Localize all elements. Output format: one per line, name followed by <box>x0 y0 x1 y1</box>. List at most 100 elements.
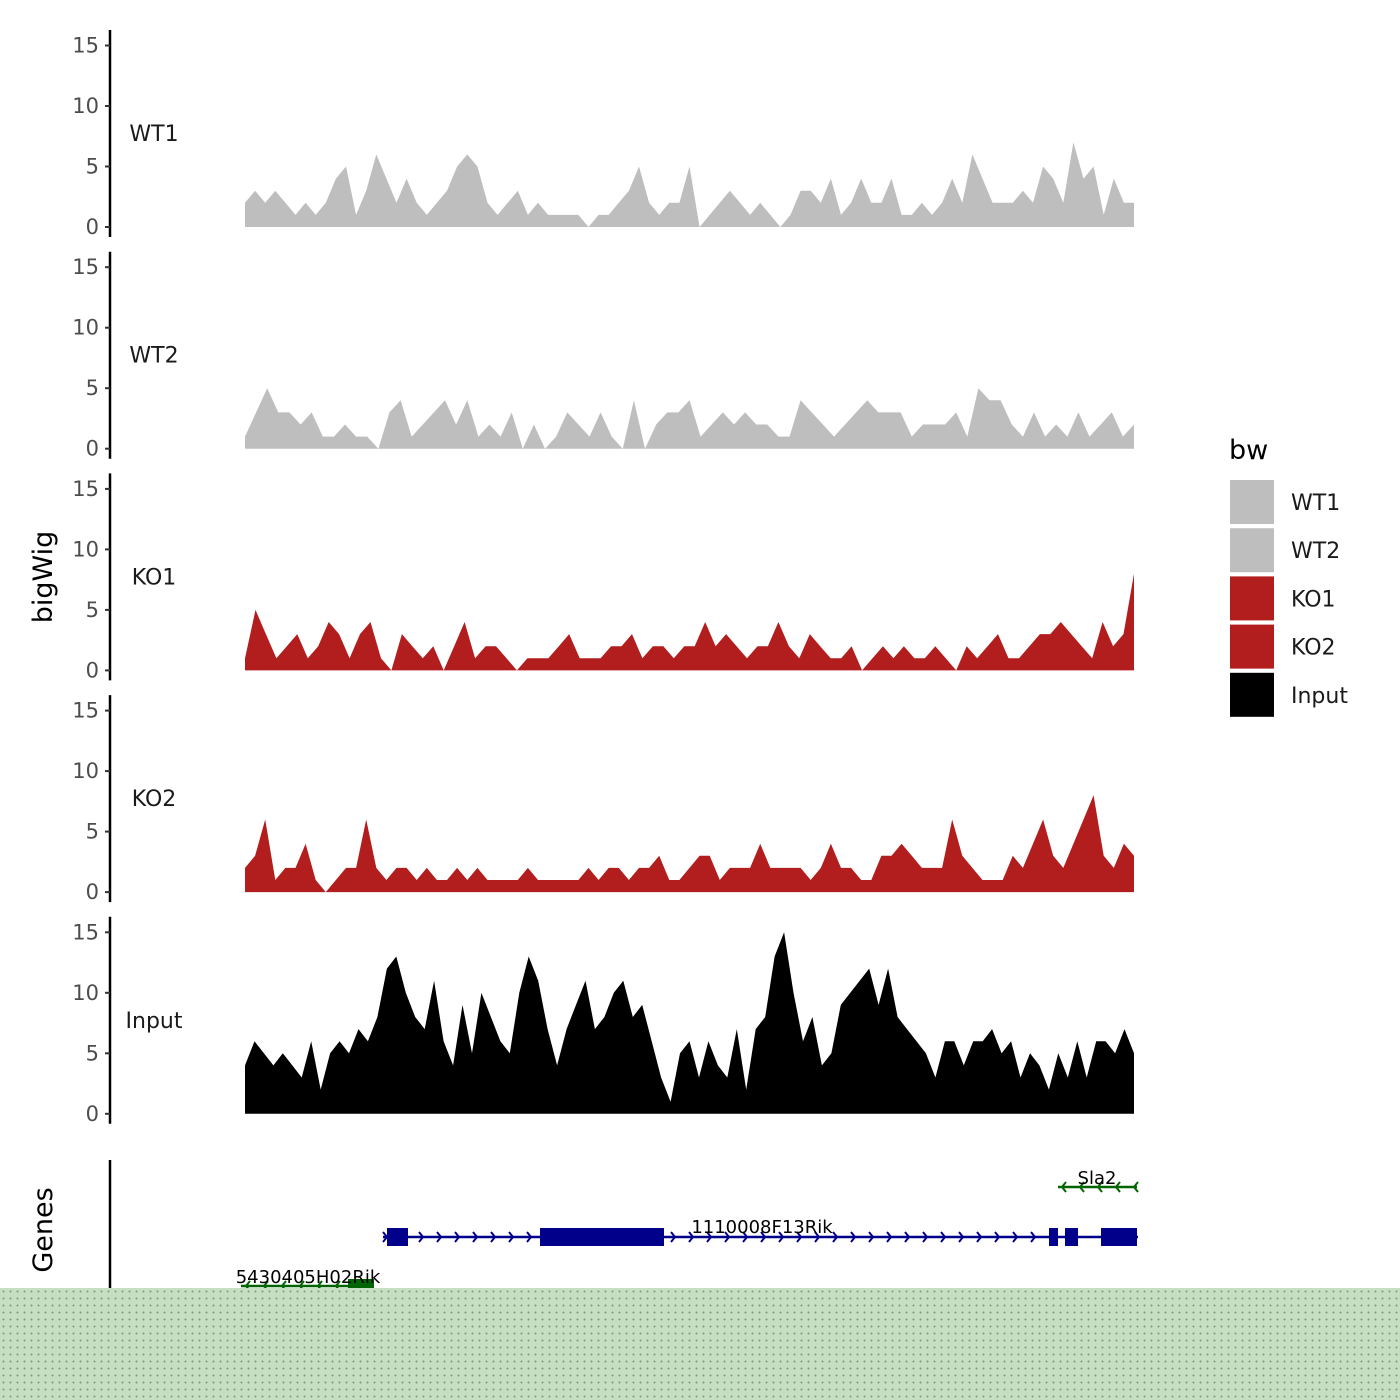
strand-arrow <box>436 1231 443 1243</box>
track-input: 0 5 10 15 Input <box>72 916 1134 1126</box>
legend-entry-ko1: KO1 <box>1230 576 1336 621</box>
legend-title: bw <box>1229 435 1268 466</box>
y-tick-label: 15 <box>72 255 99 279</box>
strand-arrow <box>940 1231 947 1243</box>
y-tick-label: 5 <box>86 1041 99 1065</box>
y-tick-label: 0 <box>86 437 99 461</box>
strand-arrow <box>832 1231 839 1243</box>
y-tick-label: 10 <box>72 316 99 340</box>
y-tick-label: 0 <box>86 880 99 904</box>
legend-entry-wt1: WT1 <box>1230 480 1340 524</box>
strand-arrow <box>1030 1231 1037 1243</box>
exon <box>1049 1228 1058 1246</box>
signal-area-input <box>245 932 1134 1114</box>
legend-key <box>1230 576 1274 621</box>
strand-arrow <box>976 1231 983 1243</box>
genes-panel: Sla2 1110008F13Rik 5430405H02Rik <box>108 1160 1139 1296</box>
y-tick-label: 15 <box>72 920 99 944</box>
exon <box>387 1228 408 1246</box>
legend: bw WT1 WT2 KO1 KO2 Input <box>1229 435 1348 717</box>
strand-arrow <box>1096 1181 1103 1193</box>
strand-arrow <box>418 1231 425 1243</box>
strand-arrow <box>1060 1181 1067 1193</box>
track-label: Input <box>126 1009 183 1034</box>
legend-label: WT2 <box>1291 539 1340 564</box>
gene-label: 1110008F13Rik <box>691 1217 833 1238</box>
legend-key <box>1230 624 1274 669</box>
track-label: KO1 <box>132 565 177 590</box>
strand-arrow <box>850 1231 857 1243</box>
signal-area-ko1 <box>245 573 1134 671</box>
y-tick-label: 0 <box>86 658 99 682</box>
strand-arrow <box>1078 1181 1085 1193</box>
gene-label: 5430405H02Rik <box>236 1267 381 1288</box>
strand-arrow <box>1132 1181 1139 1193</box>
gene-1110008f13rik: 1110008F13Rik <box>382 1217 1138 1246</box>
legend-entry-input: Input <box>1230 672 1348 717</box>
signal-tracks: 0 5 10 15 WT1 0 5 10 15 WT2 0 5 10 15 KO1 0 5 10 15 KO2 0 5 10… <box>72 30 1134 1126</box>
strand-arrow <box>1012 1231 1019 1243</box>
strand-arrow <box>742 1231 749 1243</box>
strand-arrow <box>994 1231 1001 1243</box>
track-label: WT1 <box>129 122 178 147</box>
track-wt1: 0 5 10 15 WT1 <box>72 30 1134 239</box>
legend-entry-ko2: KO2 <box>1230 624 1336 669</box>
signal-area-wt2 <box>245 388 1134 449</box>
track-label: KO2 <box>132 787 177 812</box>
y-tick-label: 0 <box>86 215 99 239</box>
strand-arrow <box>472 1231 479 1243</box>
strand-arrow <box>670 1231 677 1243</box>
legend-key <box>1230 528 1274 573</box>
legend-label: KO2 <box>1291 636 1336 661</box>
legend-key <box>1230 672 1274 717</box>
y-tick-label: 10 <box>72 981 99 1005</box>
track-label: WT2 <box>129 344 178 369</box>
y-tick-label: 5 <box>86 155 99 179</box>
track-ko1: 0 5 10 15 KO1 <box>72 473 1134 682</box>
legend-entry-wt2: WT2 <box>1230 528 1340 573</box>
exon <box>1101 1228 1137 1246</box>
y-tick-label: 5 <box>86 598 99 622</box>
y-tick-label: 10 <box>72 94 99 118</box>
exon <box>1065 1228 1078 1246</box>
track-wt2: 0 5 10 15 WT2 <box>72 251 1134 461</box>
strand-arrow <box>868 1231 875 1243</box>
exon <box>540 1228 664 1246</box>
legend-label: Input <box>1291 684 1348 709</box>
strand-arrow <box>814 1231 821 1243</box>
y-tick-label: 15 <box>72 477 99 501</box>
y-tick-label: 15 <box>72 699 99 723</box>
gene-sla2: Sla2 <box>1058 1168 1139 1193</box>
strand-arrow <box>526 1231 533 1243</box>
y-tick-label: 5 <box>86 376 99 400</box>
strand-arrow <box>1114 1181 1121 1193</box>
strand-arrow <box>454 1231 461 1243</box>
strand-arrow <box>796 1231 803 1243</box>
legend-label: WT1 <box>1291 491 1340 516</box>
strand-arrow <box>958 1231 965 1243</box>
strand-arrow <box>706 1231 713 1243</box>
strand-arrow <box>724 1231 731 1243</box>
y-tick-label: 15 <box>72 34 99 58</box>
legend-label: KO1 <box>1291 587 1336 612</box>
strand-arrow <box>760 1231 767 1243</box>
strand-arrow <box>688 1231 695 1243</box>
track-ko2: 0 5 10 15 KO2 <box>72 695 1134 904</box>
y-axis-title: bigWig <box>28 531 59 624</box>
strand-arrow <box>778 1231 785 1243</box>
legend-key <box>1230 480 1274 524</box>
genes-axis-title: Genes <box>28 1187 59 1272</box>
footer-band <box>0 1288 1400 1400</box>
gene-label: Sla2 <box>1078 1168 1117 1189</box>
y-tick-label: 10 <box>72 537 99 561</box>
strand-arrow <box>886 1231 893 1243</box>
y-tick-label: 10 <box>72 759 99 783</box>
signal-area-ko2 <box>245 795 1134 893</box>
y-tick-label: 5 <box>86 820 99 844</box>
gene-5430405h02rik: 5430405H02Rik <box>236 1267 381 1293</box>
y-tick-label: 0 <box>86 1102 99 1126</box>
signal-area-wt1 <box>245 142 1134 227</box>
strand-arrow <box>904 1231 911 1243</box>
strand-arrow <box>922 1231 929 1243</box>
